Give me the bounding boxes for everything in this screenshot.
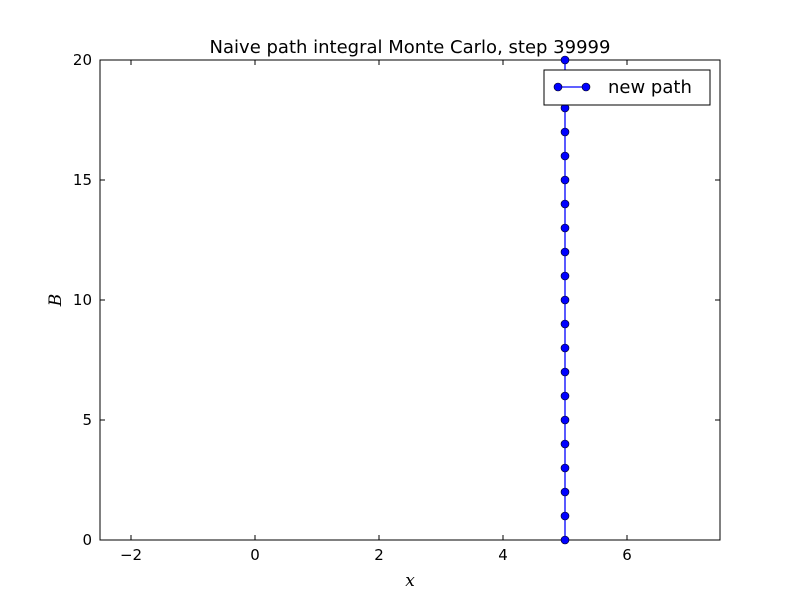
data-point <box>560 175 570 185</box>
x-tick-label: −2 <box>120 546 142 564</box>
data-point <box>560 247 570 257</box>
data-point <box>560 367 570 377</box>
legend-marker <box>553 82 563 92</box>
data-point <box>560 223 570 233</box>
data-point <box>560 415 570 425</box>
axis-ticks: −2 0 2 4 6 0 5 10 15 20 <box>73 51 720 564</box>
x-tick-label: 6 <box>622 546 632 564</box>
data-point <box>560 487 570 497</box>
data-point <box>560 343 570 353</box>
data-point <box>560 271 570 281</box>
series-layer <box>560 55 570 545</box>
x-tick-label: 2 <box>374 546 384 564</box>
y-tick-label: 0 <box>82 531 92 549</box>
legend: new path <box>543 69 711 106</box>
chart-title: Naive path integral Monte Carlo, step 39… <box>210 37 611 58</box>
x-tick-label: 4 <box>498 546 508 564</box>
legend-marker <box>581 82 591 92</box>
legend-label: new path <box>608 77 692 98</box>
data-point <box>560 511 570 521</box>
y-tick-label: 10 <box>73 291 92 309</box>
data-point <box>560 295 570 305</box>
data-point <box>560 439 570 449</box>
data-point <box>560 391 570 401</box>
y-axis-label: B <box>46 294 66 308</box>
data-point <box>560 127 570 137</box>
y-tick-label: 5 <box>82 411 92 429</box>
data-point <box>560 535 570 545</box>
data-point <box>560 463 570 473</box>
data-point <box>560 319 570 329</box>
y-tick-label: 15 <box>73 171 92 189</box>
data-point <box>560 151 570 161</box>
data-point <box>560 55 570 65</box>
y-tick-label: 20 <box>73 51 92 69</box>
x-tick-label: 0 <box>250 546 260 564</box>
data-point <box>560 199 570 209</box>
x-axis-label: x <box>405 571 415 591</box>
